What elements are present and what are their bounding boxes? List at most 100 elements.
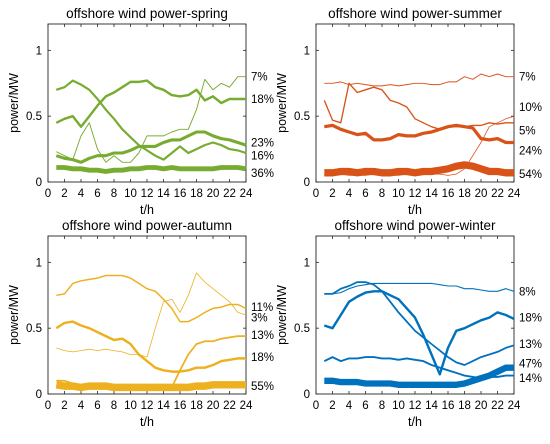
x-tick-label: 2 xyxy=(329,400,335,412)
series-percent-label: 10% xyxy=(519,102,542,114)
y-tick-label: 1 xyxy=(36,257,42,269)
x-tick-label: 8 xyxy=(111,400,117,412)
x-axis-label: t/h xyxy=(140,203,154,217)
series-line xyxy=(55,381,246,392)
x-tick-label: 0 xyxy=(313,188,319,200)
y-tick-label: 0 xyxy=(36,389,42,401)
x-tick-label: 14 xyxy=(157,188,170,200)
x-tick-label: 12 xyxy=(409,400,422,412)
series-line xyxy=(55,130,247,164)
series-line xyxy=(56,76,246,163)
series-line xyxy=(323,290,515,376)
series-percent-label: 7% xyxy=(519,72,536,84)
series-line xyxy=(56,274,247,323)
series-percent-label: 8% xyxy=(519,286,536,298)
x-tick-label: 22 xyxy=(223,400,236,412)
chart-panel-2: 0 2 4 6 8 10 12 14 16 18 20 22 2400.5111%3%13%18%55%… xyxy=(7,218,274,429)
x-tick-label: 2 xyxy=(329,188,335,200)
series-line xyxy=(323,82,514,130)
x-tick-label: 24 xyxy=(508,188,521,200)
x-tick-label: 8 xyxy=(379,400,385,412)
x-tick-label: 10 xyxy=(392,188,405,200)
x-tick-label: 14 xyxy=(157,400,170,412)
series-percent-label: 36% xyxy=(251,168,274,180)
series-percent-label: 18% xyxy=(519,313,542,325)
chart-title: offshore wind power-summer xyxy=(328,6,502,21)
y-axis-label: power/MW xyxy=(7,285,21,345)
series-line xyxy=(324,161,514,177)
y-tick-label: 1 xyxy=(304,257,310,269)
series-line xyxy=(324,123,514,145)
plot-area xyxy=(47,235,247,395)
x-tick-label: 16 xyxy=(442,400,455,412)
chart-panel-3: 0 2 4 6 8 10 12 14 16 18 20 22 2400.518%18%13%47%14%… xyxy=(275,218,542,429)
x-tick-label: 4 xyxy=(346,188,353,200)
x-tick-label: 14 xyxy=(425,400,438,412)
y-tick-label: 1 xyxy=(36,45,42,57)
x-axis-label: t/h xyxy=(408,415,422,429)
x-axis-label: t/h xyxy=(140,415,154,429)
x-tick-label: 6 xyxy=(94,188,100,200)
series-line xyxy=(55,79,247,161)
x-tick-label: 24 xyxy=(240,400,253,412)
y-tick-label: 0.5 xyxy=(294,111,310,123)
chart-title: offshore wind power-spring xyxy=(66,6,228,21)
x-tick-label: 18 xyxy=(190,400,203,412)
y-tick-label: 0.5 xyxy=(26,323,42,335)
series-percent-label: 54% xyxy=(519,169,542,181)
x-tick-label: 20 xyxy=(207,188,220,200)
plot-area xyxy=(47,23,247,183)
x-tick-label: 6 xyxy=(94,400,100,412)
series-percent-label: 11% xyxy=(251,302,273,314)
x-tick-label: 16 xyxy=(174,400,187,412)
x-tick-label: 6 xyxy=(362,400,368,412)
x-tick-label: 6 xyxy=(362,188,368,200)
x-tick-label: 22 xyxy=(223,188,236,200)
x-tick-label: 10 xyxy=(124,188,137,200)
series-percent-label: 7% xyxy=(251,72,268,84)
chart-panel-1: 0 2 4 6 8 10 12 14 16 18 20 22 2400.517%10%5%24%54%o… xyxy=(275,6,542,217)
series-line xyxy=(324,281,515,366)
series-line xyxy=(55,79,246,128)
series-percent-label: 24% xyxy=(519,145,542,157)
x-tick-label: 14 xyxy=(425,188,438,200)
x-axis-label: t/h xyxy=(408,203,422,217)
series-percent-label: 23% xyxy=(251,138,274,150)
series-percent-label: 55% xyxy=(251,381,274,393)
y-tick-label: 1 xyxy=(304,45,310,57)
series-percent-label: 18% xyxy=(251,94,274,106)
series-percent-label: 47% xyxy=(519,359,542,371)
x-tick-label: 2 xyxy=(61,188,67,200)
x-tick-label: 22 xyxy=(491,400,504,412)
x-tick-label: 4 xyxy=(346,400,353,412)
chart-title: offshore wind power-winter xyxy=(334,218,496,233)
x-tick-label: 20 xyxy=(475,188,488,200)
x-tick-label: 18 xyxy=(458,400,471,412)
series-line xyxy=(55,320,246,373)
series-percent-label: 14% xyxy=(519,373,542,385)
y-tick-label: 0 xyxy=(304,177,310,189)
x-tick-label: 2 xyxy=(61,400,67,412)
x-tick-label: 4 xyxy=(78,400,85,412)
series-percent-label: 3% xyxy=(251,313,268,325)
x-tick-label: 12 xyxy=(141,188,154,200)
x-tick-label: 12 xyxy=(141,400,154,412)
x-tick-label: 0 xyxy=(313,400,319,412)
x-tick-label: 8 xyxy=(379,188,385,200)
x-tick-label: 16 xyxy=(174,188,187,200)
series-percent-label: 13% xyxy=(251,330,274,342)
x-tick-label: 10 xyxy=(392,400,405,412)
x-tick-label: 20 xyxy=(207,400,220,412)
series-percent-label: 13% xyxy=(519,339,542,351)
x-tick-label: 18 xyxy=(190,188,203,200)
x-tick-label: 24 xyxy=(508,400,521,412)
series-line xyxy=(324,73,514,87)
x-tick-label: 12 xyxy=(409,188,422,200)
chart-title: offshore wind power-autumn xyxy=(62,218,232,233)
x-tick-label: 18 xyxy=(458,188,471,200)
x-tick-label: 10 xyxy=(124,400,137,412)
x-tick-label: 20 xyxy=(475,400,488,412)
x-tick-label: 24 xyxy=(240,188,253,200)
y-axis-label: power/MW xyxy=(275,285,289,345)
